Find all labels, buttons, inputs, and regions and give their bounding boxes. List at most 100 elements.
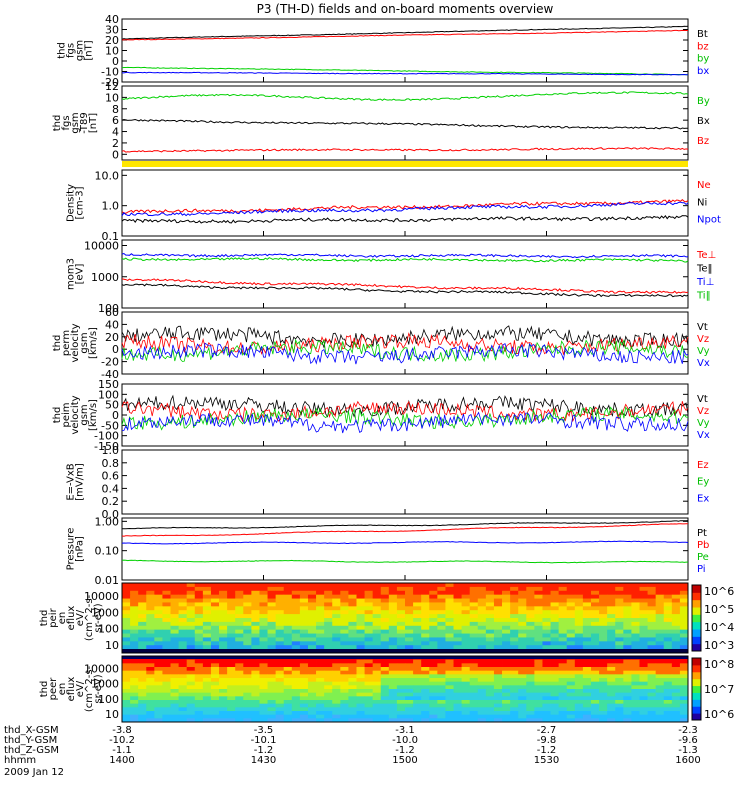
spectrogram-cell	[291, 663, 301, 668]
spectrogram-cell	[396, 621, 406, 627]
spectrogram-cell	[574, 625, 584, 631]
spectrogram-cell	[210, 586, 220, 592]
spectrogram-cell	[324, 633, 333, 638]
spectrogram-cell	[332, 663, 341, 668]
spectrogram-cell	[453, 637, 462, 642]
spectrogram-cell	[210, 696, 220, 701]
spectrogram-cell	[550, 714, 560, 719]
spectrogram-cell	[469, 610, 479, 615]
spectrogram-cell	[340, 645, 349, 650]
spectrogram-cell	[510, 606, 519, 611]
spectrogram-cell	[275, 663, 285, 668]
spectrogram-cell	[380, 590, 390, 596]
spectrogram-cell	[461, 696, 471, 701]
spectrogram-cell	[299, 659, 309, 664]
spectrogram-cell	[162, 711, 171, 716]
spectrogram-cell	[162, 689, 171, 694]
spectrogram-cell	[639, 659, 648, 664]
spectrogram-cell	[235, 670, 244, 675]
spectrogram-cell	[396, 714, 406, 719]
spectrogram-cell	[550, 700, 560, 705]
spectrogram-cell	[194, 667, 204, 672]
spectrogram-cell	[348, 641, 357, 646]
spectrogram-cell	[437, 598, 446, 603]
spectrogram-cell	[364, 637, 374, 642]
spectrogram-cell	[348, 598, 357, 603]
spectrogram-cell	[130, 707, 139, 712]
spectrogram-cell	[122, 621, 131, 627]
spectrogram-cell	[671, 606, 681, 611]
spectrogram-cell	[243, 703, 252, 708]
spectrogram-cell	[275, 590, 285, 596]
spectrogram-cell	[429, 711, 438, 716]
spectrogram-cell	[364, 703, 374, 708]
spectrogram-cell	[574, 678, 584, 683]
legend-Ti‖: Ti‖	[696, 291, 711, 302]
spectrogram-cell	[146, 645, 155, 650]
y-tick-label: -10	[101, 66, 119, 79]
spectrogram-cell	[396, 602, 406, 607]
spectrogram-cell	[461, 583, 471, 588]
spectrogram-cell	[388, 606, 398, 611]
spectrogram-cell	[202, 590, 212, 596]
spectrogram-cell	[316, 711, 325, 716]
spectrogram-cell	[510, 685, 519, 690]
spectrogram-cell	[671, 645, 681, 650]
spectrogram-cell	[202, 625, 212, 631]
spectrogram-cell	[631, 629, 640, 634]
spectrogram-cell	[251, 598, 260, 603]
spectrogram-cell	[332, 625, 341, 631]
spectrogram-cell	[316, 637, 325, 642]
spectrogram-cell	[324, 674, 333, 679]
spectrogram-cell	[493, 707, 503, 712]
spectrogram-cell	[639, 707, 648, 712]
y-tick-label: 8	[112, 103, 119, 116]
spectrogram-cell	[186, 718, 196, 723]
spectrogram-cell	[251, 618, 260, 623]
spectrogram-cell	[356, 598, 365, 603]
colorbar-segment	[692, 643, 701, 652]
spectrogram-cell	[502, 681, 511, 686]
spectrogram-cell	[574, 590, 584, 596]
spectrogram-cell	[574, 614, 584, 619]
spectrogram-cell	[574, 610, 584, 615]
spectrogram-cell	[469, 667, 479, 672]
spectrogram-cell	[122, 703, 131, 708]
spectrogram-cell	[405, 625, 414, 631]
spectrogram-cell	[663, 610, 673, 615]
spectrogram-cell	[437, 594, 446, 599]
spectrogram-cell	[550, 681, 560, 686]
spectrogram-cell	[275, 670, 285, 675]
spectrogram-cell	[178, 678, 188, 683]
spectrogram-cell	[348, 594, 357, 599]
spectrogram-cell	[647, 645, 657, 650]
spectrogram-cell	[493, 583, 503, 588]
footer-value: -10.2	[109, 735, 135, 746]
spectrogram-cell	[655, 586, 665, 592]
spectrogram-cell	[243, 663, 252, 668]
footer-row-label: thd_Y-GSM	[4, 735, 57, 746]
spectrogram-cell	[510, 594, 519, 599]
spectrogram-cell	[348, 685, 357, 690]
spectrogram-cell	[582, 614, 592, 619]
panel-ion_spec: 10100100010000thdpeirenefluxeV/(cm^2-s-s…	[39, 582, 734, 654]
spectrogram-cell	[307, 718, 317, 723]
spectrogram-cell	[615, 659, 624, 664]
spectrogram-cell	[469, 633, 479, 638]
spectrogram-cell	[243, 707, 252, 712]
spectrogram-cell	[510, 598, 519, 603]
spectrogram-cell	[671, 696, 681, 701]
spectrogram-cell	[235, 689, 244, 694]
spectrogram-cell	[235, 685, 244, 690]
spectrogram-cell	[202, 633, 212, 638]
legend-Pb: Pb	[697, 540, 709, 551]
spectrogram-cell	[186, 633, 196, 638]
spectrogram-cell	[671, 602, 681, 607]
spectrogram-cell	[235, 645, 244, 650]
spectrogram-cell	[493, 614, 503, 619]
spectrogram-cell	[413, 633, 422, 638]
spectrogram-cell	[445, 670, 454, 675]
spectrogram-cell	[275, 641, 285, 646]
spectrogram-cell	[663, 602, 673, 607]
footer-value: -10.0	[392, 735, 418, 746]
